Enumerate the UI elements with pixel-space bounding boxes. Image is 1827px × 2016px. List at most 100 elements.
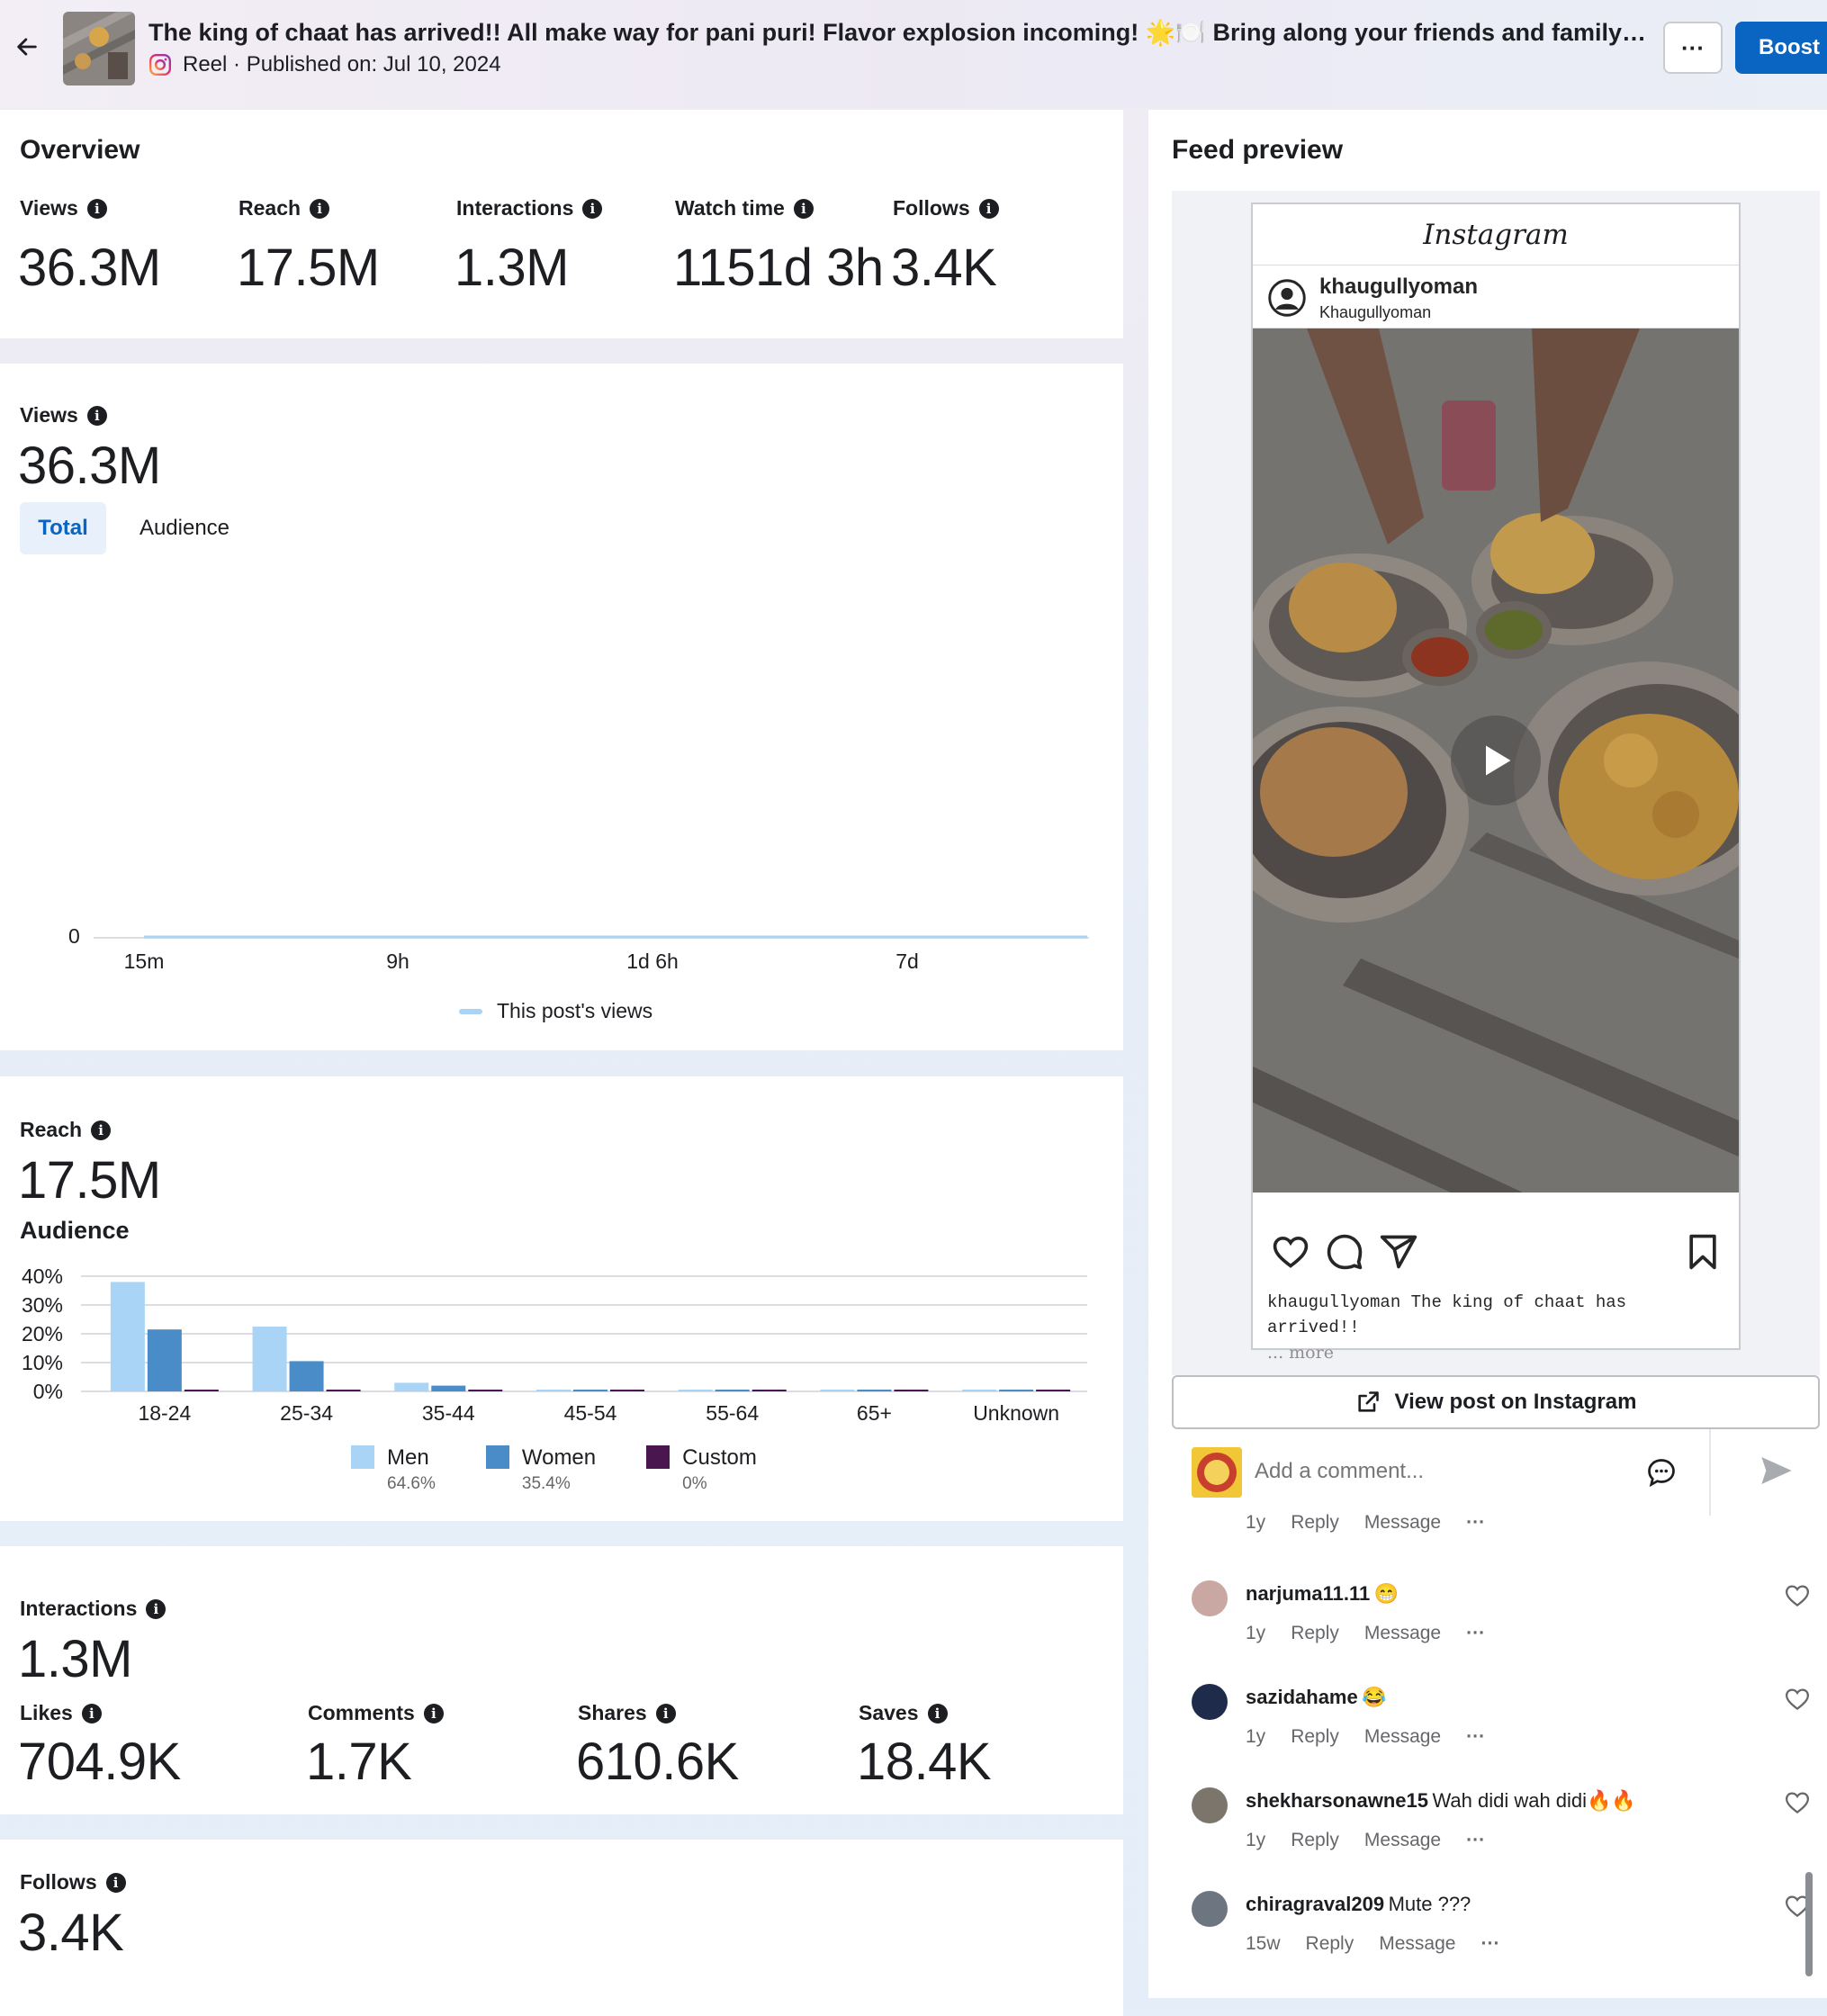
more-options-button[interactable]: ··· [1663,22,1723,74]
bar-women-55-64[interactable] [715,1390,750,1391]
bar-men-35-44[interactable] [394,1382,429,1391]
comments-scrollbar[interactable] [1805,1872,1813,1976]
comment-icon[interactable] [1325,1232,1364,1272]
bar-men-65+[interactable] [820,1390,855,1391]
comment-item: shekharsonawne15 Wah didi wah didi🔥🔥 1y Re… [1190,1787,1811,1851]
message-button[interactable]: Message [1364,1623,1442,1643]
comment-text-line: narjuma11.11 😁 [1246,1580,1811,1610]
comment-more-button[interactable]: ··· [1480,1933,1500,1954]
comment-more-button[interactable]: ··· [1466,1512,1486,1533]
bar-custom-65+[interactable] [894,1390,929,1391]
legend-pct: 35.4% [521,1474,571,1493]
info-icon[interactable]: i [105,1872,126,1893]
bar-women-45-54[interactable] [573,1390,608,1391]
comment-meta: 1y Reply Message ··· [1246,1512,1811,1534]
bar-women-35-44[interactable] [431,1385,466,1391]
bar-custom-55-64[interactable] [752,1390,787,1391]
interaction-metric-value: 704.9K [18,1732,181,1791]
commenter-avatar[interactable] [1192,1787,1228,1823]
views-card: Views i 36.3M Total Audience 0 15m 9h 1d… [0,364,1123,1050]
message-button[interactable]: Message [1364,1512,1442,1533]
caption-more[interactable]: ... more [1267,1343,1334,1363]
heart-icon[interactable] [1784,1582,1811,1614]
bar-women-25-34[interactable] [289,1361,324,1391]
bar-men-unknown[interactable] [962,1390,997,1391]
message-button[interactable]: Message [1364,1830,1442,1850]
bar-custom-35-44[interactable] [468,1390,503,1391]
boost-button[interactable]: Boost [1735,22,1827,74]
comment-more-button[interactable]: ··· [1466,1830,1486,1850]
views-legend: This post's views [459,999,652,1023]
info-icon[interactable]: i [793,198,814,219]
metric-label-text: Interactions [456,196,574,220]
comment-time: 1y [1246,1830,1266,1850]
view-on-instagram-button[interactable]: View post on Instagram [1172,1375,1820,1429]
bar-men-45-54[interactable] [536,1390,571,1391]
heart-icon[interactable] [1784,1686,1811,1717]
bar-custom-45-54[interactable] [610,1390,644,1391]
bar-custom-18-24[interactable] [184,1390,219,1391]
bar-custom-unknown[interactable] [1036,1390,1071,1391]
y-axis-zero: 0 [68,924,80,948]
comment-input[interactable] [1255,1451,1579,1492]
commenter-avatar[interactable] [1192,1580,1228,1616]
commenter-avatar[interactable] [1192,1684,1228,1720]
share-icon[interactable] [1379,1232,1418,1272]
commenter-name[interactable]: shekharsonawne15 [1246,1789,1428,1812]
reply-button[interactable]: Reply [1291,1623,1339,1643]
info-icon[interactable]: i [310,198,330,219]
bar-men-55-64[interactable] [678,1390,713,1391]
bar-men-18-24[interactable] [110,1282,145,1391]
caption-user[interactable]: khaugullyoman [1267,1292,1401,1312]
legend-pct: 64.6% [387,1474,436,1493]
info-icon[interactable]: i [655,1703,676,1724]
reply-button[interactable]: Reply [1291,1726,1339,1747]
bar-women-18-24[interactable] [147,1329,182,1391]
metric-value: 36.3M [18,238,161,297]
info-icon[interactable]: i [927,1703,948,1724]
emoji-icon[interactable] [1645,1456,1678,1489]
heart-icon[interactable] [1271,1232,1310,1272]
play-button[interactable] [1451,716,1541,806]
info-icon[interactable]: i [86,405,107,426]
reach-card: Reach i 17.5M Audience 40% 30% 20% 10% 0% 18-… [0,1076,1123,1521]
reel-video[interactable] [1253,328,1739,1192]
info-icon[interactable]: i [86,198,107,219]
interactions-value: 1.3M [18,1630,132,1688]
back-button[interactable] [7,27,47,67]
commenter-name[interactable]: chiragraval209 [1246,1893,1385,1915]
play-icon [1486,745,1511,776]
reply-button[interactable]: Reply [1291,1830,1339,1850]
commenter-avatar[interactable] [1192,1891,1228,1927]
x-tick: 15m [124,950,165,973]
reply-button[interactable]: Reply [1291,1512,1339,1533]
bar-women-unknown[interactable] [999,1390,1034,1391]
bar-women-65+[interactable] [857,1390,892,1391]
view-on-instagram-label: View post on Instagram [1394,1390,1637,1414]
bar-men-25-34[interactable] [252,1327,287,1391]
message-button[interactable]: Message [1379,1933,1456,1954]
comment-more-button[interactable]: ··· [1466,1623,1486,1643]
comment-text-line: chiragraval209 Mute ??? [1246,1891,1811,1921]
interaction-metric-label: Comments i [308,1701,444,1725]
info-icon[interactable]: i [91,1120,112,1140]
tab-total[interactable]: Total [20,502,106,554]
y-tick-label: 10% [22,1351,63,1374]
heart-icon[interactable] [1784,1789,1811,1821]
bookmark-icon[interactable] [1683,1232,1723,1272]
info-icon[interactable]: i [582,198,603,219]
info-icon[interactable]: i [423,1703,444,1724]
reply-button[interactable]: Reply [1305,1933,1354,1954]
tab-audience[interactable]: Audience [139,516,230,540]
bar-custom-25-34[interactable] [326,1390,361,1391]
info-icon[interactable]: i [978,198,999,219]
author-username[interactable]: khaugullyoman [1319,274,1479,299]
send-icon[interactable] [1759,1453,1795,1489]
info-icon[interactable]: i [146,1598,166,1619]
commenter-name[interactable]: narjuma11.11 [1246,1582,1371,1605]
message-button[interactable]: Message [1364,1726,1442,1747]
commenter-name[interactable]: sazidahame [1246,1686,1358,1708]
comment-more-button[interactable]: ··· [1466,1726,1486,1747]
legend-swatch-men [351,1445,374,1469]
info-icon[interactable]: i [81,1703,102,1724]
